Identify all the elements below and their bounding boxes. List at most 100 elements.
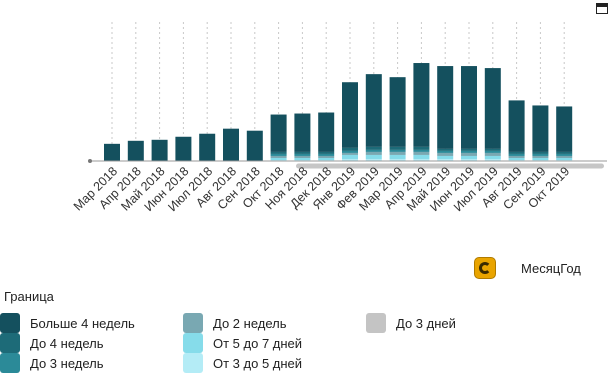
legend-item[interactable]: От 5 до 7 дней (183, 333, 302, 353)
bar-segment[interactable] (342, 152, 358, 155)
bar-segment[interactable] (342, 147, 358, 151)
bar-segment[interactable] (127, 140, 144, 161)
bar-segment[interactable] (508, 151, 525, 154)
legend-item[interactable]: До 3 дней (366, 313, 456, 333)
bar-segment[interactable] (389, 149, 406, 152)
bar-segment[interactable] (532, 155, 549, 158)
bar-segment[interactable] (365, 149, 382, 152)
bar-segment[interactable] (556, 155, 573, 158)
bar-segment[interactable] (318, 151, 335, 154)
bar-segment[interactable] (437, 150, 454, 153)
bar-segment[interactable] (318, 153, 335, 156)
bar-segment[interactable] (413, 149, 430, 152)
bar-segment[interactable] (413, 63, 430, 147)
bar-segment[interactable] (461, 158, 477, 161)
bar-segment[interactable] (104, 143, 120, 161)
bar-segment[interactable] (223, 128, 239, 161)
bar-segment[interactable] (437, 148, 454, 151)
bar-segment[interactable] (484, 158, 501, 161)
bar-segment[interactable] (318, 155, 335, 158)
bar-segment[interactable] (294, 113, 311, 152)
bar-segment[interactable] (365, 158, 382, 161)
bar-segment[interactable] (365, 151, 382, 155)
bar-segment[interactable] (246, 130, 263, 161)
bar-segment[interactable] (508, 153, 525, 156)
bar-segment[interactable] (413, 146, 430, 150)
bar-segment[interactable] (461, 150, 477, 153)
bar-segment[interactable] (318, 159, 335, 161)
legend-label: Больше 4 недель (30, 315, 135, 331)
bar-segment[interactable] (199, 133, 216, 161)
bar-segment[interactable] (556, 157, 573, 160)
bar-segment[interactable] (389, 154, 406, 159)
bar-segment[interactable] (508, 155, 525, 158)
bar-segment[interactable] (270, 159, 287, 161)
bar-segment[interactable] (151, 139, 168, 161)
legend-title: Граница (4, 289, 54, 304)
bar-segment[interactable] (461, 155, 477, 159)
bar-segment[interactable] (365, 154, 382, 159)
legend-item[interactable]: Больше 4 недель (0, 313, 135, 333)
bar-segment[interactable] (389, 158, 406, 161)
maximize-icon[interactable] (596, 3, 608, 14)
bar-segment[interactable] (342, 154, 358, 159)
bar-segment[interactable] (461, 148, 477, 151)
bar-segment[interactable] (484, 155, 501, 159)
legend-label: От 3 до 5 дней (213, 355, 303, 371)
bar-segment[interactable] (342, 158, 358, 161)
bar-segment[interactable] (556, 153, 573, 156)
bar-segment[interactable] (508, 159, 525, 161)
bar-segment[interactable] (556, 106, 573, 152)
bar-segment[interactable] (270, 153, 287, 156)
bar-segment[interactable] (484, 148, 501, 151)
bar-segment[interactable] (437, 158, 454, 161)
bar-segment[interactable] (556, 159, 573, 161)
axis-field-label[interactable]: МесяцГод (521, 261, 581, 276)
bar-segment[interactable] (294, 157, 311, 160)
bar-segment[interactable] (508, 100, 525, 152)
bar-segment[interactable] (413, 151, 430, 155)
bar-segment[interactable] (532, 151, 549, 154)
horizontal-scrollbar[interactable] (296, 163, 604, 169)
bar-segment[interactable] (270, 151, 287, 154)
bar-segment[interactable] (532, 105, 549, 152)
bar-segment[interactable] (294, 153, 311, 156)
bar-segment[interactable] (294, 159, 311, 161)
bar-segment[interactable] (508, 157, 525, 160)
bar-segment[interactable] (461, 66, 477, 149)
legend-item[interactable]: До 3 недель (0, 353, 104, 373)
bar-segment[interactable] (318, 112, 335, 152)
refresh-icon[interactable] (474, 257, 496, 279)
legend-item[interactable]: До 4 недель (0, 333, 104, 353)
bar-segment[interactable] (365, 146, 382, 150)
bar-segment[interactable] (270, 157, 287, 160)
bar-segment[interactable] (318, 157, 335, 160)
legend-item[interactable]: До 2 недель (183, 313, 287, 333)
bar-segment[interactable] (342, 82, 358, 148)
bar-segment[interactable] (532, 153, 549, 156)
bar-segment[interactable] (484, 150, 501, 153)
bar-segment[interactable] (389, 146, 406, 150)
bar-segment[interactable] (389, 151, 406, 155)
bar-segment[interactable] (389, 77, 406, 147)
bar-segment[interactable] (270, 114, 287, 152)
legend-swatch (183, 353, 203, 373)
bar-segment[interactable] (437, 155, 454, 159)
bar-segment[interactable] (437, 66, 454, 149)
bar-segment[interactable] (437, 152, 454, 156)
legend-item[interactable]: От 3 до 5 дней (183, 353, 302, 373)
bar-segment[interactable] (532, 159, 549, 161)
bar-segment[interactable] (365, 74, 382, 147)
bar-segment[interactable] (484, 152, 501, 156)
bar-segment[interactable] (484, 68, 501, 149)
bar-segment[interactable] (532, 157, 549, 160)
bar-segment[interactable] (413, 154, 430, 159)
bar-segment[interactable] (342, 150, 358, 153)
bar-segment[interactable] (294, 151, 311, 154)
bar-segment[interactable] (175, 136, 192, 161)
bar-segment[interactable] (270, 155, 287, 158)
bar-segment[interactable] (294, 155, 311, 158)
bar-segment[interactable] (556, 151, 573, 154)
bar-segment[interactable] (413, 158, 430, 161)
bar-segment[interactable] (461, 152, 477, 156)
